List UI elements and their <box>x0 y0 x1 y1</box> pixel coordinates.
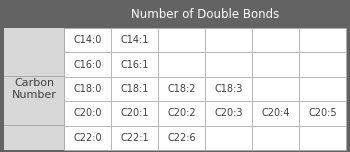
Bar <box>158 52 205 77</box>
Text: C20:5: C20:5 <box>308 109 337 118</box>
Text: C20:4: C20:4 <box>261 109 289 118</box>
Bar <box>252 126 299 150</box>
Bar <box>205 101 252 126</box>
Bar <box>64 2 346 28</box>
Bar <box>299 126 346 150</box>
Bar <box>252 77 299 101</box>
Bar <box>64 28 111 52</box>
Bar <box>299 101 346 126</box>
Bar <box>4 2 64 28</box>
Bar <box>205 126 252 150</box>
Text: C14:1: C14:1 <box>120 35 149 45</box>
Bar <box>252 101 299 126</box>
Bar <box>64 101 111 126</box>
Text: C18:0: C18:0 <box>73 84 101 94</box>
Bar <box>64 126 111 150</box>
Bar <box>64 52 111 77</box>
Text: C22:1: C22:1 <box>120 133 149 143</box>
Text: C16:1: C16:1 <box>120 59 149 69</box>
Text: Carbon
Number: Carbon Number <box>12 78 57 100</box>
Bar <box>4 125 64 126</box>
Bar <box>252 28 299 52</box>
Bar <box>205 77 252 101</box>
Bar <box>205 28 252 52</box>
Text: C18:1: C18:1 <box>120 84 149 94</box>
Text: C22:0: C22:0 <box>73 133 102 143</box>
Bar <box>111 28 158 52</box>
Text: C20:2: C20:2 <box>167 109 196 118</box>
Bar <box>299 77 346 101</box>
Text: C20:1: C20:1 <box>120 109 149 118</box>
Bar <box>158 28 205 52</box>
Bar <box>158 101 205 126</box>
Bar <box>111 77 158 101</box>
Bar <box>64 77 111 101</box>
Bar <box>4 28 64 150</box>
Text: C20:0: C20:0 <box>73 109 102 118</box>
Text: C14:0: C14:0 <box>73 35 101 45</box>
Bar <box>4 76 64 77</box>
Text: Number of Double Bonds: Number of Double Bonds <box>131 8 279 21</box>
Text: C20:3: C20:3 <box>214 109 243 118</box>
Bar <box>111 52 158 77</box>
Text: C18:2: C18:2 <box>167 84 196 94</box>
Bar <box>158 77 205 101</box>
Text: C16:0: C16:0 <box>73 59 101 69</box>
Bar <box>205 52 252 77</box>
Bar <box>252 52 299 77</box>
Bar <box>111 101 158 126</box>
Text: C18:3: C18:3 <box>214 84 243 94</box>
Bar <box>299 28 346 52</box>
Bar <box>111 126 158 150</box>
Bar <box>299 52 346 77</box>
Text: C22:6: C22:6 <box>167 133 196 143</box>
Bar <box>158 126 205 150</box>
